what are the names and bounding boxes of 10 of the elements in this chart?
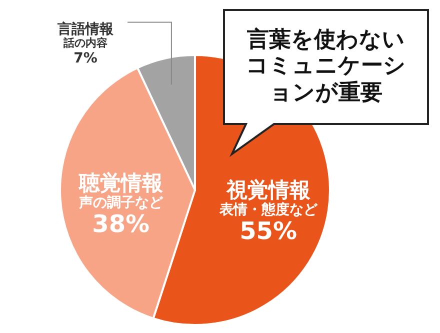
text: 言葉を使わないコミュニケーションが重要 <box>245 27 407 107</box>
slice-label: 言語情報 <box>58 22 114 38</box>
text: 声の調子など <box>78 194 163 211</box>
slice-label: 視覚情報 <box>225 178 312 202</box>
text: 話の内容 <box>62 36 109 51</box>
slice-label: 聴覚情報 <box>78 170 163 195</box>
data-label: 55% <box>238 216 298 246</box>
text: 表情・態度など <box>219 202 318 218</box>
data-label: 7% <box>72 50 98 67</box>
data-label: 38% <box>91 210 151 239</box>
